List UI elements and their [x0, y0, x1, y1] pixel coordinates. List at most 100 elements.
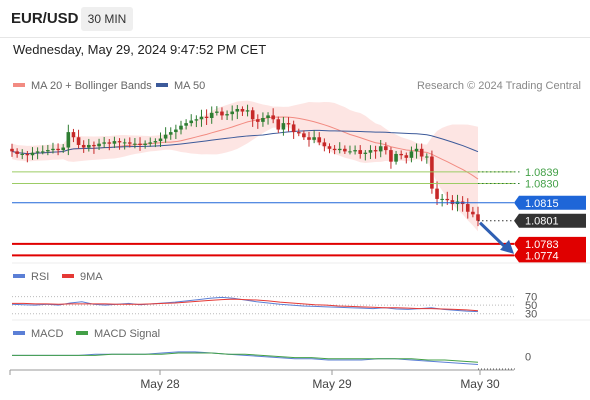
candle-body: [76, 137, 81, 145]
candle-body: [209, 112, 214, 118]
rsi-reference-label: 70: [525, 292, 537, 304]
target-level-tag: [514, 248, 586, 263]
candle-body: [445, 198, 450, 201]
legend-ma50-swatch: [156, 83, 168, 88]
candle-body: [174, 129, 178, 133]
legend-9ma: 9MA: [62, 271, 103, 283]
candle-body: [117, 141, 122, 143]
macd-zero-label: 0: [525, 352, 531, 364]
time-axis: May 28 May 29 May 30: [9, 369, 514, 391]
candle-body: [378, 146, 383, 152]
candle-body: [394, 153, 398, 162]
candle-body: [122, 142, 127, 144]
macd-panel: 0: [12, 351, 531, 370]
candle-body: [61, 147, 66, 151]
candle-body: [399, 153, 403, 156]
candle-body: [215, 111, 219, 113]
candle-body: [430, 156, 434, 189]
legend-macd-signal: MACD Signal: [76, 328, 160, 340]
candle-body: [230, 111, 234, 115]
candle-body: [307, 137, 311, 140]
rsi-series-1: [12, 298, 479, 312]
candle-body: [291, 124, 296, 133]
candle-body: [168, 132, 173, 135]
candle-body: [107, 142, 112, 144]
candle-body: [404, 155, 409, 158]
timestamp: Wednesday, May 29, 2024 9:47:52 PM CET: [13, 42, 267, 57]
candle-body: [10, 148, 14, 152]
pivot-level-label: 1.0815: [525, 198, 559, 210]
last-price-label: 1.0801: [525, 216, 559, 228]
candle-body: [225, 114, 229, 116]
candle-body: [204, 116, 209, 118]
candle-body: [450, 200, 455, 205]
candle-body: [389, 150, 393, 162]
bollinger-band: [12, 100, 478, 232]
candle-body: [163, 134, 168, 139]
projection-arrow-shaft: [478, 221, 508, 249]
candle-body: [317, 137, 322, 143]
timeframe-button[interactable]: 30 MIN: [81, 7, 133, 31]
time-axis-label: May 29: [312, 377, 352, 391]
chart-header: EUR/USD 30 MIN: [0, 0, 590, 38]
candle-body: [373, 150, 378, 152]
candle-body: [30, 152, 35, 156]
candle-body: [153, 141, 158, 143]
candle-body: [102, 142, 106, 144]
candle-body: [353, 150, 357, 152]
candle-body: [276, 119, 281, 130]
last-price-tag: [514, 213, 586, 228]
time-axis-label: May 30: [460, 377, 500, 391]
rsi-reference-label: 50: [525, 300, 537, 312]
candle-body: [414, 148, 419, 152]
candle-body: [435, 188, 439, 199]
header-divider: [0, 37, 590, 38]
candle-body: [343, 148, 347, 152]
candle-body: [424, 156, 429, 158]
candle-body: [368, 150, 373, 153]
candle-body: [250, 110, 255, 120]
candle-body: [419, 148, 424, 157]
candle-body: [409, 151, 414, 158]
candle-body: [261, 117, 265, 122]
candle-body: [87, 144, 91, 148]
candle-body: [15, 151, 19, 154]
candle-body: [46, 150, 50, 152]
candle-body: [40, 151, 45, 153]
research-credit: Research © 2024 Trading Central: [416, 80, 581, 92]
candle-body: [148, 142, 153, 144]
legend-rsi: RSI: [13, 271, 49, 283]
candle-body: [179, 125, 183, 130]
legend-rsi-swatch: [13, 274, 25, 279]
candle-body: [302, 133, 306, 138]
candle-body: [35, 151, 40, 153]
candle-body: [256, 119, 260, 122]
target-level-label: 1.0774: [525, 250, 559, 262]
candle-body: [143, 143, 147, 145]
target-level-label: 1.0783: [525, 239, 559, 251]
candle-body: [363, 152, 368, 154]
candle-body: [189, 120, 194, 124]
candle-body: [66, 132, 71, 148]
candle-body: [322, 142, 327, 147]
candle-body: [240, 108, 245, 112]
candle-body: [97, 143, 101, 147]
candle-body: [312, 137, 316, 140]
candle-body: [133, 143, 137, 145]
legend-ma20-label: MA 20 + Bollinger Bands: [31, 80, 152, 92]
resistance-level-label: 1.0830: [525, 178, 559, 190]
candle-body: [440, 198, 444, 200]
candle-body: [194, 119, 199, 121]
candle-body: [245, 110, 250, 112]
legend-macd-signal-label: MACD Signal: [94, 328, 161, 340]
candle-body: [465, 204, 470, 212]
target-level-tag: [514, 236, 586, 251]
candle-body: [266, 115, 270, 118]
macd-series-1: [12, 352, 479, 363]
time-axis-label: May 28: [140, 377, 180, 391]
candle-body: [327, 146, 332, 149]
candle-body: [476, 214, 480, 221]
